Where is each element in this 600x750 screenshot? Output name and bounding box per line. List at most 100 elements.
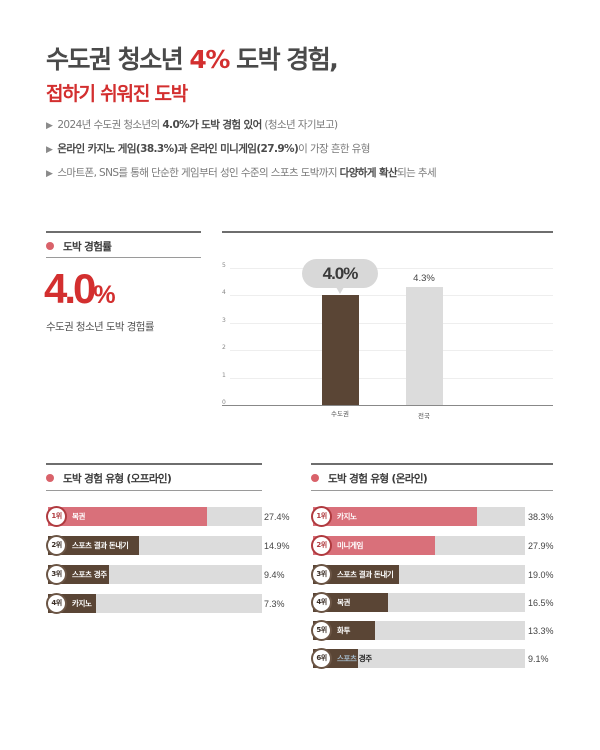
bullet-text: 스마트폰, SNS를 통해 단순한 게임부터 성인 수준의 스포츠 도박까지 [57, 167, 340, 179]
value-bubble: 4.0% [302, 259, 378, 288]
big-rate-value: 4.0% [44, 265, 116, 312]
hbar-label: 복권 [72, 512, 85, 521]
section-title-text: 도박 경험 유형 (오프라인) [63, 472, 172, 485]
y-tick: 1 [222, 372, 226, 379]
y-tick: 2 [222, 344, 226, 351]
rank-badge: 3위 [311, 564, 332, 585]
triangle-bullet-icon: ▶ [46, 145, 53, 155]
hbar-label: 화투 [337, 626, 350, 635]
gridline [230, 268, 553, 269]
y-tick: 4 [222, 289, 226, 296]
bullet-text: 이 가장 흔한 유형 [298, 143, 370, 155]
bullet-bold: 온라인 카지노 게임(38.3%)과 온라인 미니게임(27.9%) [57, 143, 299, 155]
hbar-row: 5위 화투 [311, 620, 525, 641]
hbar-value: 13.3% [528, 626, 554, 636]
rank-badge: 6위 [311, 648, 332, 669]
bullet-item: ▶ 스마트폰, SNS를 통해 단순한 게임부터 성인 수준의 스포츠 도박까지 … [46, 165, 437, 180]
hbar-label: 스포츠 경주 [72, 570, 107, 579]
hbar-row: 6위 스포츠 경주 [311, 648, 525, 669]
page-subtitle: 접하기 쉬워진 도박 [46, 83, 188, 105]
hbar-row: 4위 복권 [311, 592, 525, 613]
bar-national [406, 287, 443, 405]
hbar-fill [48, 507, 207, 526]
hbar-value: 7.3% [264, 599, 285, 609]
hbar-row: 2위 스포츠 결과 돈내기 [46, 535, 262, 556]
hbar-label: 카지노 [337, 512, 357, 521]
hbar-fill [313, 565, 399, 584]
section-divider [46, 257, 201, 258]
rate-caption: 수도권 청소년 도박 경험률 [46, 321, 154, 333]
y-tick: 5 [222, 262, 226, 269]
triangle-bullet-icon: ▶ [46, 169, 53, 179]
hbar-row: 1위 카지노 [311, 506, 525, 527]
rank-badge: 4위 [311, 592, 332, 613]
title-text: 수도권 청소년 [46, 45, 190, 74]
offline-section-title: 도박 경험 유형 (오프라인) [46, 470, 172, 486]
hbar-value: 38.3% [528, 512, 554, 522]
bar-value-label: 4.3% [413, 273, 435, 284]
hbar-row: 3위 스포츠 결과 돈내기 [311, 564, 525, 585]
bar-capital-area [322, 295, 359, 405]
rank-badge: 1위 [46, 506, 67, 527]
dot-icon [46, 474, 54, 482]
x-label: 수도권 [331, 410, 349, 418]
hbar-value: 9.1% [528, 654, 549, 664]
bullet-bold: 4.0%가 도박 경험 있어 [162, 119, 262, 131]
x-axis [222, 405, 553, 406]
hbar-label: 스포츠 결과 돈내기 [72, 541, 129, 550]
bullet-text: (청소년 자기보고) [261, 119, 338, 131]
hbar-fill [313, 536, 435, 555]
hbar-fill [313, 593, 388, 612]
gridline [230, 378, 553, 379]
section-divider [311, 463, 553, 465]
hbar-label: 미니게임 [337, 541, 363, 550]
rate-section-title: 도박 경험률 [46, 238, 112, 254]
title-text-end: 도박 경험, [228, 45, 339, 74]
section-divider [46, 231, 201, 233]
y-tick: 3 [222, 317, 226, 324]
hbar-fill [48, 536, 139, 555]
hbar-row: 2위 미니게임 [311, 535, 525, 556]
hbar-label: 스포츠 경주 [337, 654, 372, 663]
hbar-row: 1위 복권 [46, 506, 262, 527]
section-title-text: 도박 경험 유형 (온라인) [328, 472, 428, 485]
bullet-item: ▶ 온라인 카지노 게임(38.3%)과 온라인 미니게임(27.9%)이 가장 … [46, 141, 370, 156]
bubble-tail [336, 287, 344, 294]
bullet-bold: 다양하게 확산 [339, 167, 398, 179]
rate-unit: % [93, 281, 115, 309]
hbar-value: 19.0% [528, 570, 554, 580]
y-tick: 0 [222, 399, 226, 406]
bullet-text: 되는 추세 [397, 167, 437, 179]
hbar-label: 스포츠 결과 돈내기 [337, 570, 394, 579]
hbar-value: 27.9% [528, 541, 554, 551]
bullet-text: 2024년 수도권 청소년의 [57, 119, 163, 131]
hbar-value: 16.5% [528, 598, 554, 608]
page-title: 수도권 청소년 4% 도박 경험, [46, 40, 339, 76]
hbar-row: 4위 카지노 [46, 593, 262, 614]
section-divider [311, 490, 553, 491]
section-divider [46, 463, 262, 465]
hbar-value: 9.4% [264, 570, 285, 580]
rate-number: 4.0 [44, 265, 96, 312]
rank-badge: 5위 [311, 620, 332, 641]
rank-badge: 4위 [46, 593, 67, 614]
hbar-value: 27.4% [264, 512, 290, 522]
section-divider [46, 490, 262, 491]
bullet-item: ▶ 2024년 수도권 청소년의 4.0%가 도박 경험 있어 (청소년 자기보고… [46, 117, 338, 132]
hbar-label: 카지노 [72, 599, 92, 608]
hbar-row: 3위 스포츠 경주 [46, 564, 262, 585]
rank-badge: 2위 [46, 535, 67, 556]
dot-icon [46, 242, 54, 250]
hbar-value: 14.9% [264, 541, 290, 551]
dot-icon [311, 474, 319, 482]
rank-badge: 3위 [46, 564, 67, 585]
chart-top-rule [222, 231, 553, 233]
hbar-fill [313, 507, 477, 526]
online-section-title: 도박 경험 유형 (온라인) [311, 470, 428, 486]
rank-badge: 1위 [311, 506, 332, 527]
gridline [230, 350, 553, 351]
rank-badge: 2위 [311, 535, 332, 556]
title-highlight: 4% [189, 45, 230, 74]
gridline [230, 323, 553, 324]
x-label: 전국 [418, 412, 430, 420]
